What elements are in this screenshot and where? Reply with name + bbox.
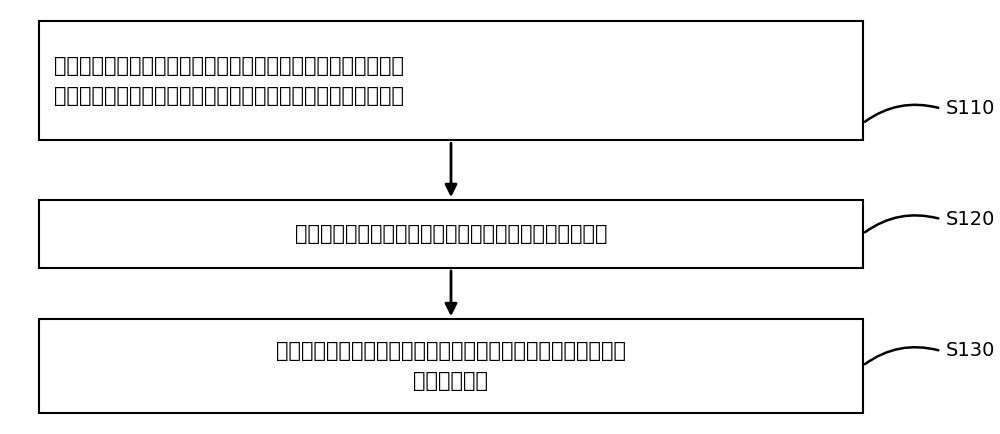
Text: S110: S110 bbox=[946, 99, 995, 118]
Bar bbox=[39, 319, 863, 413]
Bar bbox=[39, 200, 863, 268]
Bar bbox=[39, 21, 863, 141]
Text: 确定显示区域进行内容刷新前一时刻所显示的第一显示内容图像: 确定显示区域进行内容刷新前一时刻所显示的第一显示内容图像 bbox=[54, 86, 404, 106]
Text: S130: S130 bbox=[946, 342, 995, 361]
Text: 在检测到车载抬头显示装置中的显示区域需要进行内容刷新时，: 在检测到车载抬头显示装置中的显示区域需要进行内容刷新时， bbox=[54, 56, 404, 76]
Text: 示在显示区域: 示在显示区域 bbox=[414, 371, 488, 391]
Text: S120: S120 bbox=[946, 210, 995, 229]
Text: 控制第一显示内容图像和第二显示内容图像，以交替显示方式显: 控制第一显示内容图像和第二显示内容图像，以交替显示方式显 bbox=[276, 341, 626, 361]
Text: 确定显示区域进行内容刷新时待显示的第二显示内容图像: 确定显示区域进行内容刷新时待显示的第二显示内容图像 bbox=[295, 224, 607, 244]
